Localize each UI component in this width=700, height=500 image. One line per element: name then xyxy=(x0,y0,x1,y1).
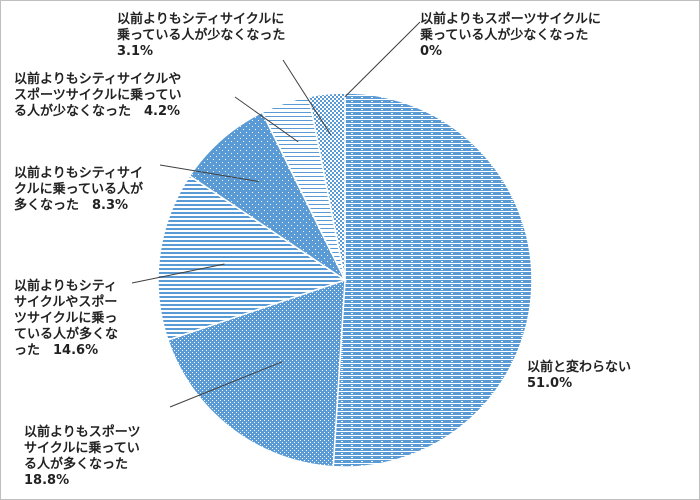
slice-label: 以前よりもシティ サイクルやスポー ツサイクルに乗っ ている人が多くな った 14.6% xyxy=(14,279,118,359)
slice-label-line: サイクルやスポー xyxy=(14,295,118,310)
slice-label-line: サイクルに乗ってい xyxy=(24,441,140,456)
leader-lines xyxy=(131,21,421,408)
slice-label-line: ている人が多くな xyxy=(14,327,119,342)
slice-label-line: 以前よりもスポーツ xyxy=(24,425,141,440)
slice-label-line: 51.0% xyxy=(527,376,573,391)
leader-line xyxy=(169,361,283,408)
slice-label-line: 以前と変わらない xyxy=(527,360,632,375)
slice-label-line: ツサイクルに乗っ xyxy=(14,311,118,326)
slice-label-line: クルに乗っている人が xyxy=(14,182,143,197)
slice-label-line: スポーツサイクルに乗ってい xyxy=(14,88,182,103)
leader-line xyxy=(234,96,299,143)
slice-label-line: 18.8% xyxy=(24,473,70,488)
slice-label-line: 以前よりもシティサイ xyxy=(14,166,143,181)
slice-label: 以前よりもシティサイクルや スポーツサイクルに乗ってい る人が少なくなった 4.2% xyxy=(14,72,181,120)
slice-label-line: 以前よりもシティ xyxy=(14,279,117,294)
slice-label-line: 0% xyxy=(420,44,443,59)
slice-label-line: 以前よりもシティサイクルや xyxy=(14,72,182,87)
pie-slice xyxy=(188,111,347,283)
slice-label-line: る人が少なくなった 4.2% xyxy=(14,104,181,119)
slice-label-line: 以前よりもシティサイクルに xyxy=(117,12,285,27)
pie-slice xyxy=(166,278,346,468)
slice-label: 以前よりもスポーツサイクルに 乗っている人が少なくなった 0% xyxy=(420,12,601,60)
pie-slice xyxy=(157,174,347,341)
leader-line xyxy=(344,21,421,98)
slice-label-line: 以前よりもスポーツサイクルに xyxy=(420,12,601,27)
slice-label-line: 乗っている人が少なくなった xyxy=(117,28,286,43)
slice-label-line: 乗っている人が少なくなった xyxy=(420,28,589,43)
slice-label: 以前と変わらない 51.0% xyxy=(527,360,631,392)
slice-label-line: 多くなった 8.3% xyxy=(14,198,129,213)
leader-line xyxy=(282,59,332,136)
slice-label: 以前よりもシティサイクルに 乗っている人が少なくなった 3.1% xyxy=(117,12,285,60)
leader-line xyxy=(159,164,259,183)
slice-label-line: る人が多くなった xyxy=(24,457,129,472)
slice-label-line: 3.1% xyxy=(117,44,154,59)
pie-slice xyxy=(332,92,533,468)
leader-line xyxy=(131,263,225,284)
slice-label-line: った 14.6% xyxy=(14,343,99,358)
pie-slices xyxy=(157,92,533,468)
slice-label: 以前よりもシティサイ クルに乗っている人が 多くなった 8.3% xyxy=(14,166,143,214)
pie-slice xyxy=(307,92,346,281)
slice-label: 以前よりもスポーツ サイクルに乗ってい る人が多くなった 18.8% xyxy=(24,425,140,489)
